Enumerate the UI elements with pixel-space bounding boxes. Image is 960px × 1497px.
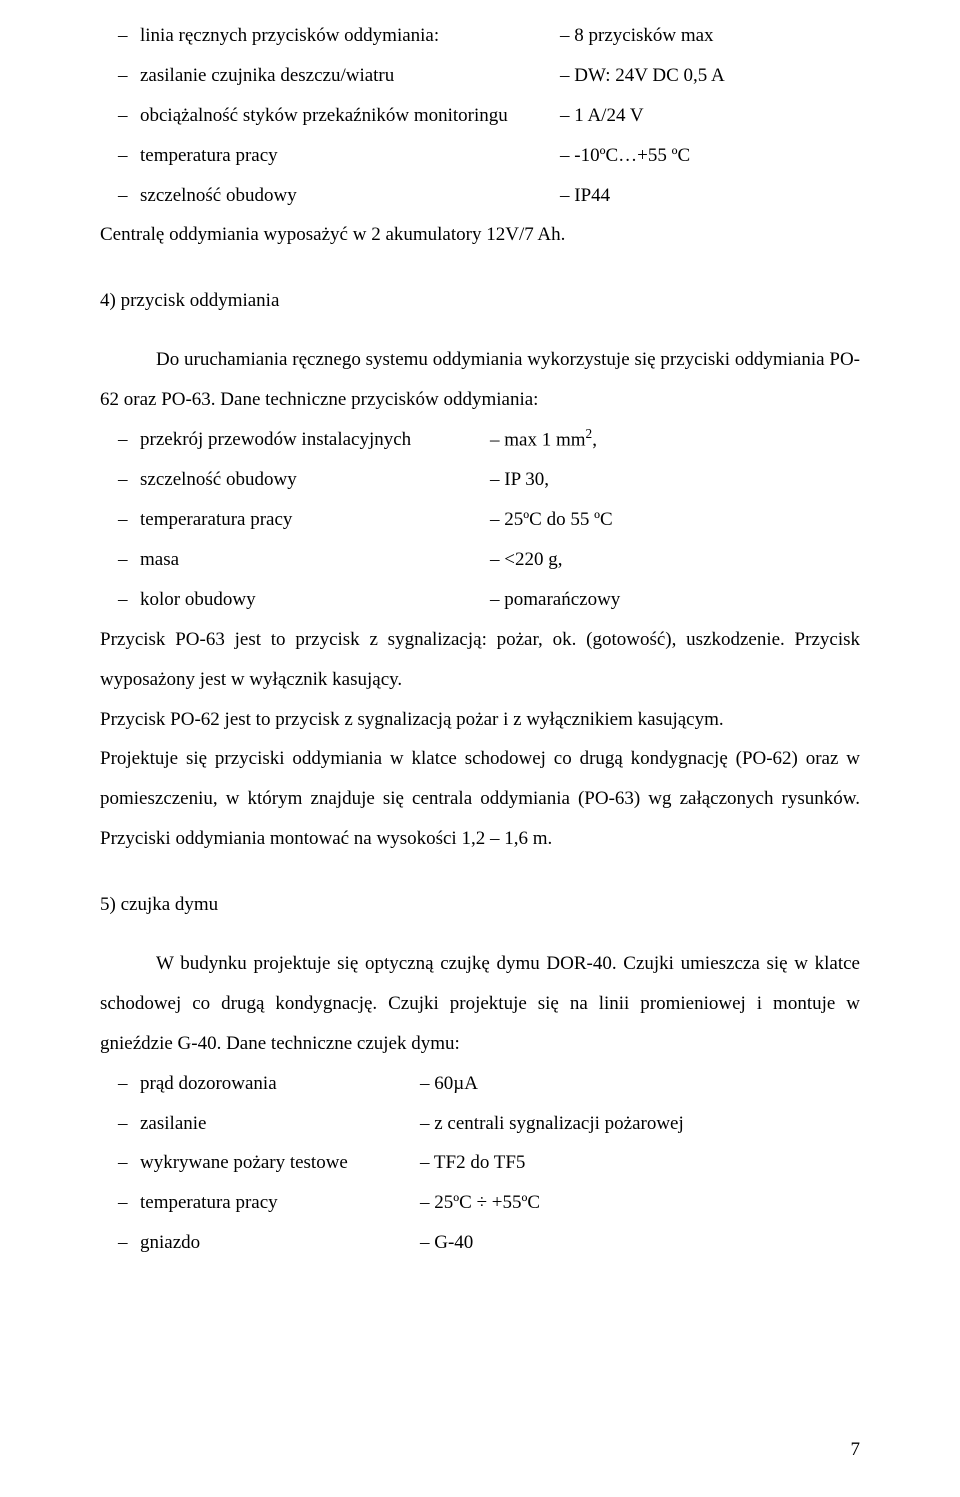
list-item: – kolor obudowy – pomarańczowy [100, 580, 860, 620]
spec-label: przekrój przewodów instalacyjnych [140, 420, 490, 460]
spec-label: szczelność obudowy [140, 176, 560, 216]
section-heading: 4) przycisk oddymiania [100, 281, 860, 321]
spec-value: – 25ºC do 55 ºC [490, 500, 860, 540]
dash-icon: – [100, 16, 140, 56]
list-item: – przekrój przewodów instalacyjnych – ma… [100, 420, 860, 460]
list-item: – szczelność obudowy – IP 30, [100, 460, 860, 500]
dash-icon: – [100, 136, 140, 176]
dash-icon: – [100, 1104, 140, 1144]
spec-value: – 1 A/24 V [560, 96, 860, 136]
spec-label: gniazdo [140, 1223, 420, 1263]
dash-icon: – [100, 56, 140, 96]
list-item: – temperaratura pracy – 25ºC do 55 ºC [100, 500, 860, 540]
dash-icon: – [100, 96, 140, 136]
list-item: – szczelność obudowy – IP44 [100, 176, 860, 216]
list-item: – obciążalność styków przekaźników monit… [100, 96, 860, 136]
list-item: – zasilanie czujnika deszczu/wiatru – DW… [100, 56, 860, 96]
dash-icon: – [100, 1183, 140, 1223]
spec-value: – pomarańczowy [490, 580, 860, 620]
spec-value: – IP 30, [490, 460, 860, 500]
dash-icon: – [100, 1223, 140, 1263]
spec-label: zasilanie czujnika deszczu/wiatru [140, 56, 560, 96]
spec-value: – max 1 mm2, [490, 420, 860, 460]
spec-value: – -10ºC…+55 ºC [560, 136, 860, 176]
spec-label: kolor obudowy [140, 580, 490, 620]
dash-icon: – [100, 500, 140, 540]
spec-label: linia ręcznych przycisków oddymiania: [140, 16, 560, 56]
paragraph: W budynku projektuje się optyczną czujkę… [100, 944, 860, 1064]
dash-icon: – [100, 176, 140, 216]
spec-value: – IP44 [560, 176, 860, 216]
spec-label: wykrywane pożary testowe [140, 1143, 420, 1183]
list-item: – prąd dozorowania – 60µA [100, 1064, 860, 1104]
dash-icon: – [100, 1064, 140, 1104]
spec-value: – 8 przycisków max [560, 16, 860, 56]
section-heading: 5) czujka dymu [100, 885, 860, 925]
paragraph: Przycisk PO-63 jest to przycisk z sygnal… [100, 620, 860, 700]
dash-icon: – [100, 1143, 140, 1183]
paragraph: Do uruchamiania ręcznego systemu oddymia… [100, 340, 860, 420]
dash-icon: – [100, 540, 140, 580]
spec-value: – 60µA [420, 1064, 860, 1104]
list-item: – temperatura pracy – 25ºC ÷ +55ºC [100, 1183, 860, 1223]
paragraph: Centralę oddymiania wyposażyć w 2 akumul… [100, 215, 860, 255]
spec-value: – <220 g, [490, 540, 860, 580]
spec-label: masa [140, 540, 490, 580]
spec-value: – DW: 24V DC 0,5 A [560, 56, 860, 96]
page: – linia ręcznych przycisków oddymiania: … [0, 0, 960, 1497]
page-number: 7 [851, 1439, 861, 1461]
list-item: – zasilanie – z centrali sygnalizacji po… [100, 1104, 860, 1144]
dash-icon: – [100, 580, 140, 620]
list-item: – linia ręcznych przycisków oddymiania: … [100, 16, 860, 56]
spec-label: temperatura pracy [140, 136, 560, 176]
spec-label: szczelność obudowy [140, 460, 490, 500]
dash-icon: – [100, 420, 140, 460]
list-item: – gniazdo – G-40 [100, 1223, 860, 1263]
list-item: – masa – <220 g, [100, 540, 860, 580]
spec-value: – 25ºC ÷ +55ºC [420, 1183, 860, 1223]
spec-label: obciążalność styków przekaźników monitor… [140, 96, 560, 136]
spec-label: zasilanie [140, 1104, 420, 1144]
list-item: – wykrywane pożary testowe – TF2 do TF5 [100, 1143, 860, 1183]
spec-label: prąd dozorowania [140, 1064, 420, 1104]
spec-label: temperatura pracy [140, 1183, 420, 1223]
paragraph: Przycisk PO-62 jest to przycisk z sygnal… [100, 700, 860, 740]
list-item: – temperatura pracy – -10ºC…+55 ºC [100, 136, 860, 176]
spec-value: – z centrali sygnalizacji pożarowej [420, 1104, 860, 1144]
paragraph: Projektuje się przyciski oddymiania w kl… [100, 739, 860, 859]
dash-icon: – [100, 460, 140, 500]
spec-value: – TF2 do TF5 [420, 1143, 860, 1183]
spec-label: temperaratura pracy [140, 500, 490, 540]
spec-value: – G-40 [420, 1223, 860, 1263]
